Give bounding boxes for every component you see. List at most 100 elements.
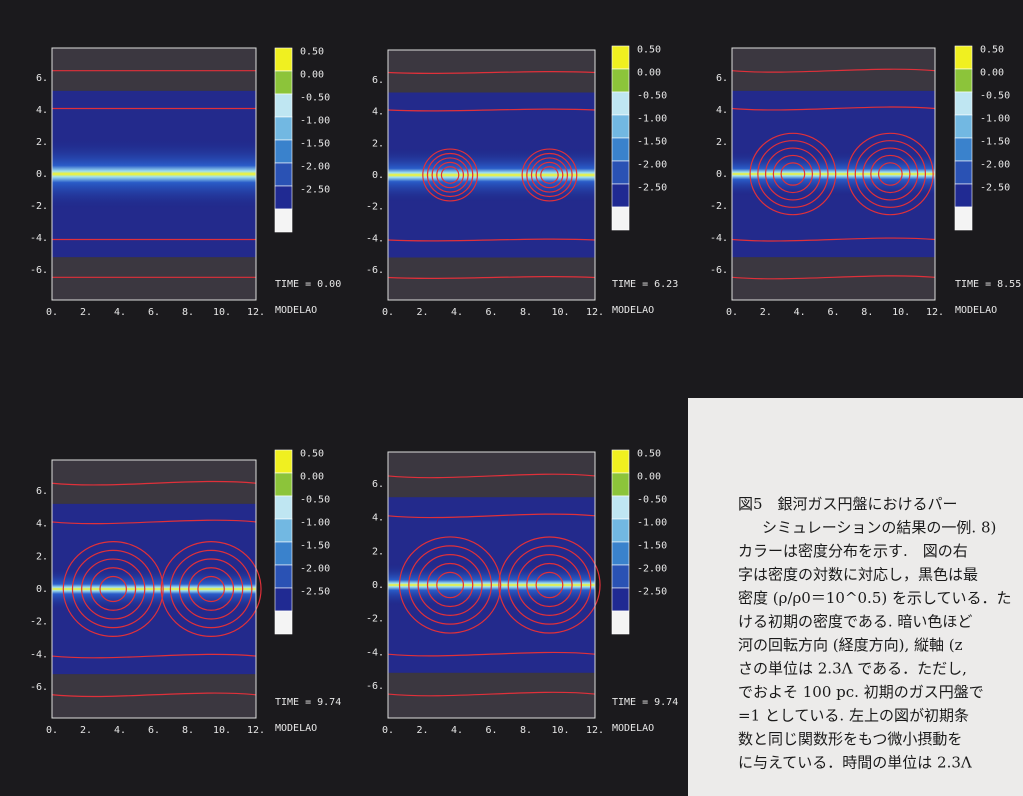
colorbar-segment (611, 183, 630, 208)
field-line (81, 588, 146, 620)
y-tick-label: -6. (30, 682, 48, 693)
x-tick-label: 6. (827, 307, 839, 318)
colorbar-segment (274, 610, 293, 635)
x-tick-label: 8. (182, 307, 194, 318)
caption-line: 図5 銀河ガス円盤におけるパー (738, 495, 958, 513)
y-tick-label: -4. (366, 233, 384, 244)
y-tick-label: 6. (716, 73, 728, 84)
y-tick-label: -6. (366, 681, 384, 692)
y-tick-label: -2. (366, 614, 384, 625)
colorbar-segment (611, 91, 630, 116)
colorbar-label: -2.00 (980, 159, 1010, 170)
plot-frame (387, 451, 596, 719)
y-tick-label: -4. (30, 233, 48, 244)
field-line (854, 173, 926, 208)
plot-frame (731, 47, 936, 301)
colorbar-segment (954, 68, 973, 93)
field-line (526, 152, 573, 176)
y-tick-label: 2. (716, 137, 728, 148)
field-line (408, 584, 492, 625)
colorbar-label: 0.00 (300, 69, 324, 80)
colorbar-label: -2.00 (300, 161, 330, 172)
caption-box (688, 398, 1023, 796)
field-line (526, 584, 573, 608)
colorbar-segment (611, 137, 630, 162)
midplane-band (52, 568, 256, 610)
colorbar-label: 0.00 (980, 67, 1004, 78)
y-tick-label: 6. (36, 73, 48, 84)
field-line (188, 567, 235, 590)
x-tick-label: 6. (148, 307, 160, 318)
colorbar-label: 0.50 (637, 448, 661, 459)
field-line (81, 558, 146, 590)
colorbar-label: -2.00 (300, 563, 330, 574)
field-line (765, 173, 821, 201)
field-line (387, 276, 596, 279)
field-line (854, 140, 926, 175)
field-line (431, 174, 469, 193)
midplane-band (388, 563, 595, 607)
field-line (51, 692, 257, 698)
time-label: TIME = 8.55 (955, 279, 1021, 290)
x-tick-label: 0. (46, 725, 58, 736)
field-line (870, 173, 911, 194)
field-line (51, 480, 257, 486)
y-tick-label: -6. (366, 265, 384, 276)
field-line (387, 651, 596, 657)
colorbar-label: -2.50 (637, 182, 667, 193)
field-line (426, 152, 474, 176)
x-tick-label: 4. (794, 307, 806, 318)
field-line (731, 237, 936, 242)
colorbar-label: 0.50 (980, 44, 1004, 55)
y-tick-label: 0. (36, 584, 48, 595)
x-tick-label: 4. (114, 307, 126, 318)
colorbar-label: -2.50 (637, 586, 667, 597)
midplane-band (388, 147, 595, 203)
x-tick-label: 0. (46, 307, 58, 318)
y-tick-label: 0. (716, 169, 728, 180)
caption-line: ける初期の密度である. 暗い色ほど (738, 613, 972, 631)
x-tick-label: 0. (382, 725, 394, 736)
field-line (62, 541, 164, 590)
y-tick-label: 0. (36, 169, 48, 180)
y-tick-label: 4. (372, 107, 384, 118)
colorbar-label: -1.50 (980, 136, 1010, 147)
colorbar-segment (611, 114, 630, 139)
colorbar-segment (954, 183, 973, 208)
colorbar-segment (954, 45, 973, 70)
colorbar-label: -1.00 (980, 113, 1010, 124)
colorbar-segment (611, 495, 630, 520)
colorbar-segment (274, 162, 293, 187)
field-line (387, 691, 596, 697)
y-tick-label: 2. (372, 546, 384, 557)
field-line (51, 653, 257, 659)
colorbar-segment (274, 541, 293, 566)
plot-frame (51, 459, 257, 719)
field-line (757, 173, 829, 208)
y-tick-label: -2. (710, 201, 728, 212)
field-line (169, 549, 253, 590)
y-tick-label: -2. (30, 201, 48, 212)
caption-line: カラーは密度分布を示す. 図の右 (738, 542, 968, 560)
x-tick-label: 12. (586, 725, 604, 736)
time-label: TIME = 9.74 (612, 697, 678, 708)
panel: 0. 2. 4. 6. 8. 10. 12. 6. 4. 2. 0. -2. -4. -6. 0.50 0.0… (366, 44, 678, 318)
x-tick-label: 4. (451, 307, 463, 318)
x-tick-label: 10. (213, 307, 231, 318)
field-line (197, 588, 225, 603)
x-tick-label: 12. (247, 725, 265, 736)
midplane-band (52, 138, 256, 210)
colorbar-segment (954, 137, 973, 162)
model-label: MODELAO (612, 723, 654, 734)
field-line (877, 173, 903, 186)
caption-line: 河の回転方向 (経度方向), 縦軸 (z (738, 636, 963, 654)
field-line (436, 174, 465, 189)
field-line (436, 161, 465, 176)
x-tick-label: 10. (213, 725, 231, 736)
field-line (387, 71, 596, 74)
field-line (846, 173, 934, 216)
y-tick-label: -4. (710, 233, 728, 244)
plot-frame (51, 47, 257, 301)
y-tick-label: 6. (36, 486, 48, 497)
x-tick-label: 0. (726, 307, 738, 318)
